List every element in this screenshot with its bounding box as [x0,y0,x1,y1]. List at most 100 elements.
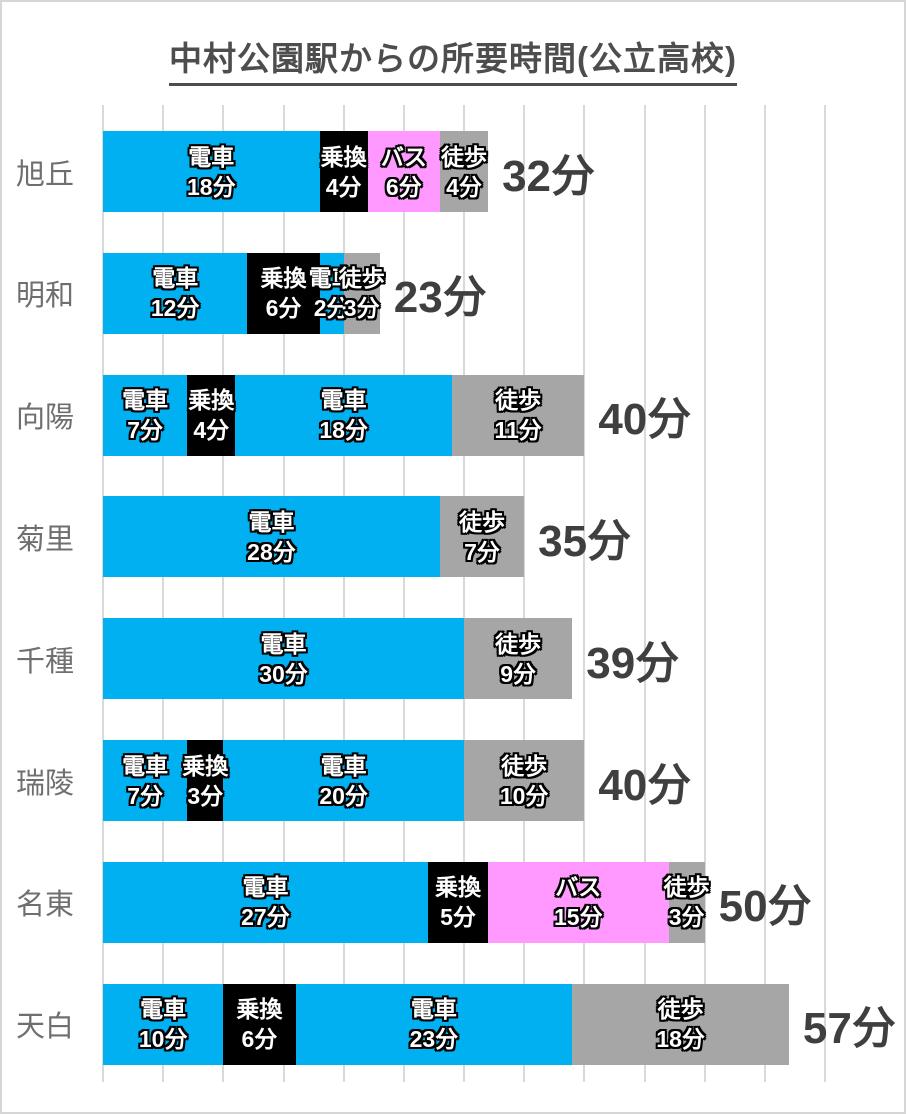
gridline [824,105,826,1082]
bar-segment-train: 電車 28分 [103,496,440,578]
total-label: 50分 [718,882,812,932]
bar-segment-train: 電車 20分 [223,740,464,821]
segment-type-label: 乗換 [320,143,367,170]
segment-type-label: 電車 [248,508,295,535]
segment-type-label: 徒歩 [663,874,710,901]
segment-minutes-label: 3分 [668,904,705,931]
segment-minutes-label: 15分 [554,904,603,931]
gridline [703,105,706,1082]
segment-type-label: 電車 [152,265,199,292]
bar-segment-transfer: 乗換 5分 [427,861,489,943]
segment-type-label: 乗換 [182,752,229,779]
segment-type-label: 電車 [188,143,235,170]
bar-segment-train: 電車 12分 [103,252,248,334]
segment-type-label: 徒歩 [495,387,542,414]
total-label: 40分 [598,395,692,445]
bar-segment-walk: 徒歩 9分 [464,618,573,700]
total-label: 32分 [502,151,596,201]
segment-minutes-label: 4分 [193,417,230,444]
bar-segment-walk: 徒歩 3分 [339,252,385,334]
total-label: 57分 [802,1004,896,1054]
chart-title: 中村公園駅からの所要時間(公立高校) [169,32,737,86]
bar: 電車 10分 乗換 6分 電車 23分 徒歩 18分 [103,983,789,1065]
bar-segment-walk: 徒歩 3分 [664,861,710,943]
row-label: 旭丘 [16,158,75,191]
row-label: 菊里 [16,523,75,556]
gridline [162,105,165,1082]
bar: 電車 18分 乗換 4分 バス 6分 徒歩 4分 [103,131,489,212]
segment-minutes-label: 3分 [187,782,224,809]
segment-minutes-label: 12分 [150,295,200,322]
segment-type-label: 乗換 [434,874,481,901]
segment-type-label: 電車 [320,752,367,779]
bar-segment-transfer: 乗換 6分 [247,252,320,334]
bar: 電車 7分 乗換 3分 電車 20分 徒歩 10分 [103,740,585,821]
gridline [402,105,405,1082]
segment-type-label: 電車 [320,387,367,414]
segment-type-label: 徒歩 [495,630,542,657]
segment-minutes-label: 30分 [259,660,308,687]
bar-segment-train: 電車 10分 [103,983,224,1065]
row-label: 名東 [16,889,75,922]
segment-minutes-label: 6分 [385,173,422,200]
segment-minutes-label: 18分 [319,417,368,444]
segment-type-label: 電車 [308,265,355,292]
segment-type-label: 電車 [122,752,169,779]
chart-title-wrap: 中村公園駅からの所要時間(公立高校) [2,32,904,86]
gridline [463,105,465,1082]
segment-minutes-label: 7分 [127,782,163,809]
segment-type-label: 徒歩 [338,265,385,292]
segment-type-label: 電車 [242,874,289,901]
segment-type-label: 乗換 [260,265,307,292]
gridline [342,105,345,1082]
segment-minutes-label: 20分 [319,782,368,809]
bar: 電車 7分 乗換 4分 電車 18分 徒歩 11分 [103,374,585,456]
segment-minutes-label: 5分 [440,904,476,931]
row-label: 明和 [16,280,75,313]
segment-type-label: 乗換 [236,996,283,1023]
bar-segment-transfer: 乗換 3分 [182,740,228,821]
gridline [643,105,646,1082]
segment-minutes-label: 6分 [241,1026,278,1053]
segment-minutes-label: 3分 [343,295,380,322]
bar-segment-train: 電車 23分 [295,983,573,1065]
bar-segment-walk: 徒歩 11分 [451,374,585,456]
bar-segment-train: 電車 18分 [235,374,452,456]
gridline [222,105,225,1082]
segment-type-label: バス [380,143,427,170]
segment-minutes-label: 18分 [656,1026,705,1053]
bar-segment-train: 電車 18分 [103,131,320,212]
bar-segment-transfer: 乗換 4分 [319,131,368,212]
segment-minutes-label: 6分 [265,295,302,322]
total-label: 35分 [538,516,632,566]
gridline [583,105,586,1082]
row-label: 瑞陵 [16,767,75,800]
segment-minutes-label: 2分 [313,295,350,322]
segment-type-label: 徒歩 [459,508,506,535]
segment-type-label: 電車 [410,996,457,1023]
segment-minutes-label: 4分 [325,173,362,200]
row-label: 天白 [16,1011,75,1044]
segment-type-label: 電車 [122,387,169,414]
segment-type-label: 徒歩 [501,752,548,779]
row-label: 千種 [16,645,75,678]
gridline [282,105,285,1082]
segment-type-label: 乗換 [188,387,235,414]
segment-type-label: 電車 [140,996,187,1023]
segment-type-label: 徒歩 [657,996,704,1023]
gridline [102,105,104,1082]
bar-segment-train: 電車 27分 [103,861,428,943]
bar: 電車 27分 乗換 5分 バス 15分 徒歩 3分 [103,861,710,943]
gridline [523,105,526,1082]
segment-minutes-label: 10分 [138,1026,188,1053]
segment-minutes-label: 4分 [446,173,482,200]
bar-segment-transfer: 乗換 6分 [223,983,296,1065]
bar-segment-train: 電車 30分 [103,618,464,700]
segment-minutes-label: 18分 [187,173,236,200]
segment-minutes-label: 11分 [494,417,542,444]
bar-segment-transfer: 乗換 4分 [187,374,236,456]
bar: 電車 12分 乗換 6分 電車 2分 徒歩 3分 [103,252,385,334]
bar-segment-walk: 徒歩 7分 [439,496,525,578]
bar-segment-train: 電車 2分 [309,252,355,334]
